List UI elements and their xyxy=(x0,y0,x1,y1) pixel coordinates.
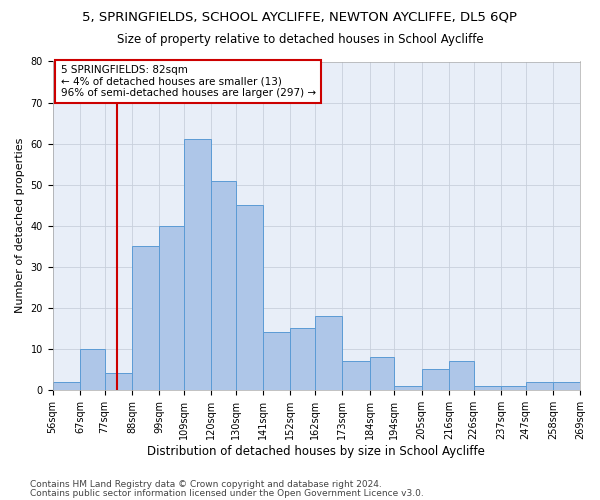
Bar xyxy=(315,316,343,390)
Text: 5 SPRINGFIELDS: 82sqm
← 4% of detached houses are smaller (13)
96% of semi-detac: 5 SPRINGFIELDS: 82sqm ← 4% of detached h… xyxy=(61,65,316,98)
Bar xyxy=(343,361,370,390)
Bar xyxy=(236,205,263,390)
Bar xyxy=(132,246,159,390)
Y-axis label: Number of detached properties: Number of detached properties xyxy=(15,138,25,314)
Bar xyxy=(394,386,422,390)
Bar xyxy=(449,361,473,390)
Bar xyxy=(53,382,80,390)
Bar xyxy=(553,382,580,390)
Text: Size of property relative to detached houses in School Aycliffe: Size of property relative to detached ho… xyxy=(116,32,484,46)
Bar xyxy=(290,328,315,390)
Bar xyxy=(501,386,526,390)
Text: 5, SPRINGFIELDS, SCHOOL AYCLIFFE, NEWTON AYCLIFFE, DL5 6QP: 5, SPRINGFIELDS, SCHOOL AYCLIFFE, NEWTON… xyxy=(83,10,517,23)
Bar xyxy=(184,140,211,390)
Bar xyxy=(104,374,132,390)
Bar xyxy=(370,357,394,390)
Bar xyxy=(211,180,236,390)
Bar xyxy=(263,332,290,390)
Bar xyxy=(159,226,184,390)
Bar xyxy=(422,370,449,390)
Text: Contains HM Land Registry data © Crown copyright and database right 2024.: Contains HM Land Registry data © Crown c… xyxy=(30,480,382,489)
X-axis label: Distribution of detached houses by size in School Aycliffe: Distribution of detached houses by size … xyxy=(148,444,485,458)
Bar xyxy=(473,386,501,390)
Bar xyxy=(526,382,553,390)
Text: Contains public sector information licensed under the Open Government Licence v3: Contains public sector information licen… xyxy=(30,488,424,498)
Bar xyxy=(80,349,104,390)
